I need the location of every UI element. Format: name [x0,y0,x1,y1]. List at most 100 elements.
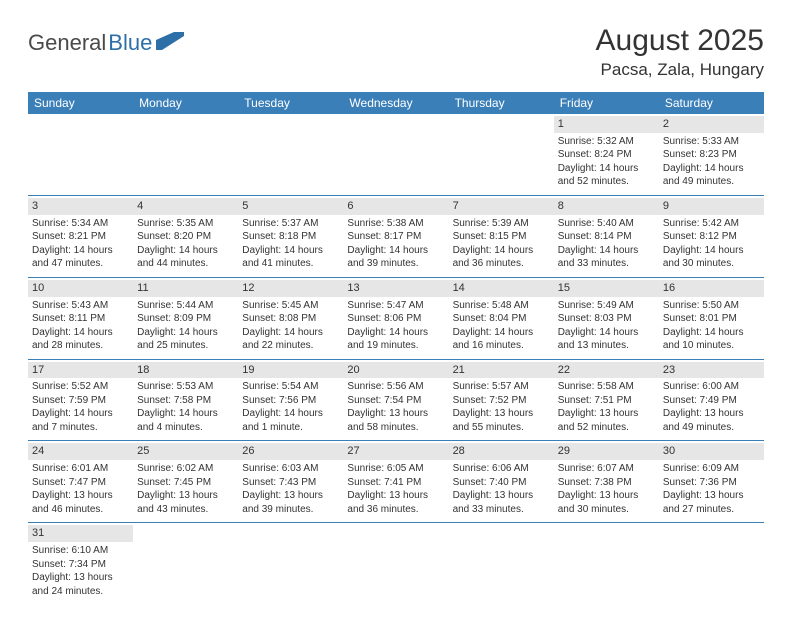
calendar-cell [133,114,238,195]
cell-sunrise: Sunrise: 5:43 AM [32,299,129,313]
cell-sunrise: Sunrise: 5:33 AM [663,135,760,149]
cell-sunrise: Sunrise: 5:37 AM [242,217,339,231]
cell-day1: Daylight: 14 hours [137,407,234,421]
day-number: 21 [449,362,554,379]
calendar-cell: 18Sunrise: 5:53 AMSunset: 7:58 PMDayligh… [133,359,238,441]
cell-day1: Daylight: 14 hours [32,244,129,258]
cell-day2: and 55 minutes. [453,421,550,435]
cell-sunset: Sunset: 8:06 PM [347,312,444,326]
day-number: 3 [28,198,133,215]
cell-day2: and 10 minutes. [663,339,760,353]
month-title: August 2025 [596,24,764,58]
cell-sunset: Sunset: 7:41 PM [347,476,444,490]
day-number: 9 [659,198,764,215]
cell-sunrise: Sunrise: 5:47 AM [347,299,444,313]
cell-day2: and 58 minutes. [347,421,444,435]
cell-sunset: Sunset: 8:21 PM [32,230,129,244]
weekday-header: Friday [554,92,659,114]
cell-sunrise: Sunrise: 6:03 AM [242,462,339,476]
weekday-header: Monday [133,92,238,114]
cell-sunset: Sunset: 8:18 PM [242,230,339,244]
calendar-week-row: 1Sunrise: 5:32 AMSunset: 8:24 PMDaylight… [28,114,764,195]
cell-sunset: Sunset: 8:15 PM [453,230,550,244]
cell-day2: and 27 minutes. [663,503,760,517]
calendar-cell: 22Sunrise: 5:58 AMSunset: 7:51 PMDayligh… [554,359,659,441]
calendar-cell [28,114,133,195]
day-number: 16 [659,280,764,297]
calendar-cell [449,523,554,604]
cell-sunset: Sunset: 8:14 PM [558,230,655,244]
cell-day2: and 24 minutes. [32,585,129,599]
cell-day1: Daylight: 13 hours [663,407,760,421]
calendar-cell: 7Sunrise: 5:39 AMSunset: 8:15 PMDaylight… [449,195,554,277]
cell-day1: Daylight: 14 hours [347,326,444,340]
cell-sunset: Sunset: 7:40 PM [453,476,550,490]
cell-sunset: Sunset: 7:43 PM [242,476,339,490]
cell-sunset: Sunset: 8:23 PM [663,148,760,162]
calendar-cell: 20Sunrise: 5:56 AMSunset: 7:54 PMDayligh… [343,359,448,441]
cell-day2: and 39 minutes. [347,257,444,271]
calendar-cell [238,114,343,195]
cell-sunrise: Sunrise: 6:10 AM [32,544,129,558]
cell-day2: and 47 minutes. [32,257,129,271]
calendar-cell: 4Sunrise: 5:35 AMSunset: 8:20 PMDaylight… [133,195,238,277]
cell-day1: Daylight: 13 hours [347,407,444,421]
calendar-cell: 31Sunrise: 6:10 AMSunset: 7:34 PMDayligh… [28,523,133,604]
calendar-week-row: 24Sunrise: 6:01 AMSunset: 7:47 PMDayligh… [28,441,764,523]
calendar-cell [238,523,343,604]
cell-day1: Daylight: 14 hours [242,326,339,340]
cell-sunset: Sunset: 8:04 PM [453,312,550,326]
cell-day2: and 7 minutes. [32,421,129,435]
calendar-cell [343,523,448,604]
cell-day2: and 33 minutes. [453,503,550,517]
cell-sunrise: Sunrise: 6:02 AM [137,462,234,476]
calendar-cell [343,114,448,195]
cell-day1: Daylight: 13 hours [137,489,234,503]
weekday-header: Sunday [28,92,133,114]
title-block: August 2025 Pacsa, Zala, Hungary [596,24,764,80]
day-number: 7 [449,198,554,215]
calendar-cell: 19Sunrise: 5:54 AMSunset: 7:56 PMDayligh… [238,359,343,441]
cell-day1: Daylight: 13 hours [558,489,655,503]
cell-day1: Daylight: 14 hours [558,162,655,176]
calendar-cell: 1Sunrise: 5:32 AMSunset: 8:24 PMDaylight… [554,114,659,195]
cell-sunset: Sunset: 8:11 PM [32,312,129,326]
cell-day2: and 22 minutes. [242,339,339,353]
day-number: 27 [343,443,448,460]
calendar-cell [133,523,238,604]
calendar-cell: 28Sunrise: 6:06 AMSunset: 7:40 PMDayligh… [449,441,554,523]
cell-sunrise: Sunrise: 6:01 AM [32,462,129,476]
cell-day2: and 30 minutes. [558,503,655,517]
calendar-week-row: 31Sunrise: 6:10 AMSunset: 7:34 PMDayligh… [28,523,764,604]
cell-day1: Daylight: 14 hours [32,326,129,340]
cell-sunset: Sunset: 7:58 PM [137,394,234,408]
calendar-cell: 9Sunrise: 5:42 AMSunset: 8:12 PMDaylight… [659,195,764,277]
day-number: 10 [28,280,133,297]
cell-day1: Daylight: 13 hours [32,571,129,585]
cell-day1: Daylight: 13 hours [32,489,129,503]
day-number: 2 [659,116,764,133]
cell-day1: Daylight: 14 hours [347,244,444,258]
cell-sunset: Sunset: 7:45 PM [137,476,234,490]
cell-sunset: Sunset: 8:08 PM [242,312,339,326]
calendar-cell: 8Sunrise: 5:40 AMSunset: 8:14 PMDaylight… [554,195,659,277]
cell-sunset: Sunset: 7:38 PM [558,476,655,490]
cell-day2: and 46 minutes. [32,503,129,517]
calendar-cell: 25 Sunrise: 6:02 AMSunset: 7:45 PMDayligh… [133,441,238,523]
day-number: 25 [133,443,238,460]
cell-sunrise: Sunrise: 5:50 AM [663,299,760,313]
day-number: 22 [554,362,659,379]
day-number: 19 [238,362,343,379]
day-number: 31 [28,525,133,542]
cell-day2: and 28 minutes. [32,339,129,353]
calendar-cell: 15Sunrise: 5:49 AMSunset: 8:03 PMDayligh… [554,277,659,359]
cell-day1: Daylight: 13 hours [558,407,655,421]
cell-sunrise: Sunrise: 5:57 AM [453,380,550,394]
cell-day2: and 44 minutes. [137,257,234,271]
calendar-cell: 21Sunrise: 5:57 AMSunset: 7:52 PMDayligh… [449,359,554,441]
day-number: 17 [28,362,133,379]
cell-day1: Daylight: 14 hours [558,326,655,340]
cell-sunset: Sunset: 7:51 PM [558,394,655,408]
cell-sunset: Sunset: 8:20 PM [137,230,234,244]
weekday-header: Thursday [449,92,554,114]
